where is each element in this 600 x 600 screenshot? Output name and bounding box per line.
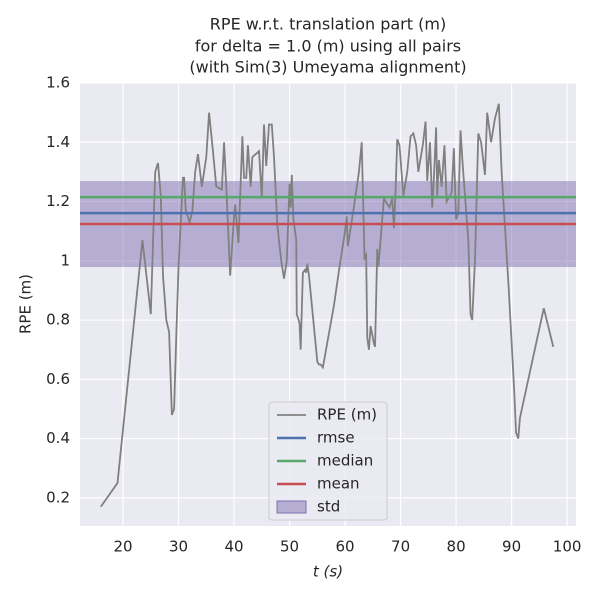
x-tick-label: 70: [391, 538, 410, 556]
legend: [268, 401, 388, 521]
y-tick-label: 1.2: [46, 192, 70, 210]
y-tick-label: 0.4: [46, 429, 70, 447]
x-tick-label: 50: [280, 538, 299, 556]
x-tick-label: 20: [113, 538, 132, 556]
chart-title: for delta = 1.0 (m) using all pairs: [195, 37, 461, 56]
y-axis-label: RPE (m): [17, 274, 35, 334]
x-tick-label: 60: [336, 538, 355, 556]
chart-title: (with Sim(3) Umeyama alignment): [189, 58, 466, 77]
legend-label: median: [317, 452, 373, 470]
legend-label: mean: [317, 475, 360, 493]
y-tick-label: 1.4: [46, 133, 70, 151]
x-tick-label: 40: [224, 538, 243, 556]
legend-label: RPE (m): [317, 406, 377, 424]
legend-label: std: [317, 498, 340, 516]
y-tick-label: 1: [60, 251, 70, 269]
y-tick-label: 0.6: [46, 370, 70, 388]
chart-title: RPE w.r.t. translation part (m): [210, 15, 446, 34]
x-tick-label: 90: [502, 538, 521, 556]
x-tick-label: 100: [553, 538, 582, 556]
legend-swatch: [276, 500, 307, 514]
y-tick-label: 0.2: [46, 488, 70, 506]
rpe-line: [100, 103, 555, 508]
legend-label: rmse: [317, 429, 355, 447]
x-axis-label: t (s): [313, 563, 343, 581]
x-tick-label: 30: [169, 538, 188, 556]
x-tick-label: 80: [447, 538, 466, 556]
y-tick-label: 0.8: [46, 311, 70, 329]
y-tick-label: 1.6: [46, 74, 70, 92]
